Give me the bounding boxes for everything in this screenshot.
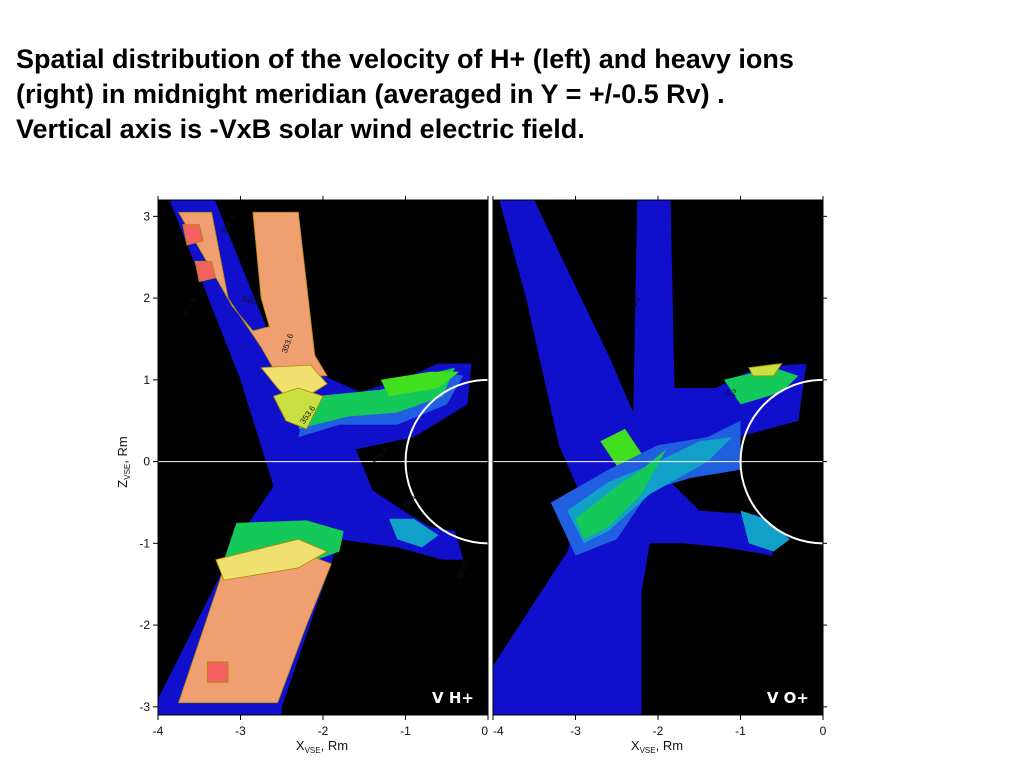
title-line-3: Vertical axis is -VxB solar wind electri… xyxy=(16,114,585,144)
x-tick-label: -1 xyxy=(735,724,746,738)
chart-title: Spatial distribution of the velocity of … xyxy=(16,42,1006,147)
contour-region-0-9 xyxy=(272,387,324,430)
contour-region-0-13 xyxy=(194,260,217,283)
x-tick-label: 0 xyxy=(481,724,488,738)
y-tick-label: 1 xyxy=(143,373,150,387)
contour-label: 4.2 xyxy=(725,389,737,398)
contour-region-0-12 xyxy=(182,224,204,246)
contour-region-0-7 xyxy=(177,211,328,377)
y-tick-label: 3 xyxy=(143,209,150,223)
planet-boundary xyxy=(739,378,823,545)
axes: 3 2 1 0 -1 -2 -3 xyxy=(139,209,827,714)
x-tick-label: -2 xyxy=(653,724,664,738)
y-tick-label: -3 xyxy=(139,700,150,714)
title-line-1: Spatial distribution of the velocity of … xyxy=(16,44,794,74)
x-tick-label: 0 xyxy=(820,724,827,738)
contour-label: 353.6 xyxy=(240,294,262,306)
y-axis-label: ZVSE, Rm xyxy=(115,436,132,487)
contour-region-0-2 xyxy=(389,518,439,548)
title-line-2: (right) in midnight meridian (averaged i… xyxy=(16,79,725,109)
contour-region-1-7 xyxy=(740,510,790,552)
x-tick-label: -1 xyxy=(400,724,411,738)
planet-boundary xyxy=(404,378,488,545)
y-tick-label: -2 xyxy=(139,618,150,632)
contour-label: 4.2 xyxy=(630,295,642,309)
contour-region-1-5 xyxy=(724,367,799,405)
panel-label: V H+ xyxy=(432,689,474,707)
x-axis-label-left: XVSE, Rm xyxy=(296,738,348,755)
contour-region-1-6 xyxy=(748,362,783,377)
y-tick-label: 0 xyxy=(143,455,150,469)
panel-v-h-plus: 353.6176.888.4353.6353.6353.6353.6353.6V… xyxy=(153,196,489,738)
x-tick-label: -4 xyxy=(153,724,164,738)
y-tick-label: 2 xyxy=(143,291,150,305)
contour-region-1-3 xyxy=(575,449,667,540)
x-tick-label: -2 xyxy=(318,724,329,738)
panel-v-o-plus: 4.2 4.2 V O+ -4 -3 -2 -1 0 xyxy=(492,196,827,738)
contour-region-0-4 xyxy=(380,371,460,397)
y-tick-label: -1 xyxy=(139,536,150,550)
x-tick-label: -4 xyxy=(493,724,504,738)
x-tick-label: -3 xyxy=(570,724,581,738)
x-axis-label-right: XVSE, Rm xyxy=(631,738,683,755)
contour-region-0-14 xyxy=(207,661,229,683)
contour-region-0-11 xyxy=(215,538,328,581)
x-tick-label: -3 xyxy=(235,724,246,738)
panel-label: V O+ xyxy=(767,689,809,707)
contour-region-1-4 xyxy=(600,428,642,466)
